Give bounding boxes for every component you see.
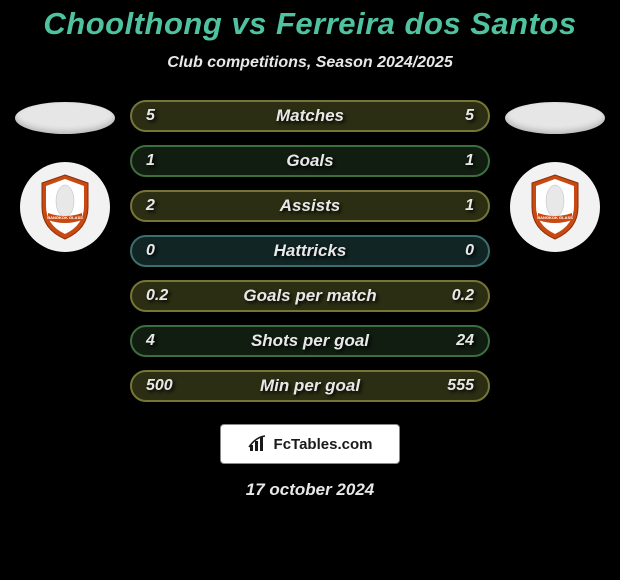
stat-right-value: 0.2 [430,287,474,305]
stat-label: Assists [280,196,340,216]
stat-row: 1 Goals 1 [130,145,490,177]
stat-left-value: 0 [146,242,190,260]
svg-text:BANGKOK GLASS: BANGKOK GLASS [47,215,83,220]
stat-left-value: 500 [146,377,190,395]
stat-row: 2 Assists 1 [130,190,490,222]
date-label: 17 october 2024 [246,480,375,500]
player-left-photo-placeholder [15,102,115,134]
stat-label: Hattricks [274,241,347,261]
stat-right-value: 0 [430,242,474,260]
svg-text:BANGKOK GLASS: BANGKOK GLASS [537,215,573,220]
stat-right-value: 1 [430,152,474,170]
stat-right-value: 555 [430,377,474,395]
stat-row: 4 Shots per goal 24 [130,325,490,357]
stat-left-value: 5 [146,107,190,125]
stat-right-value: 24 [430,332,474,350]
player-right-col: BANGKOK GLASS [500,94,610,252]
player-right-photo-placeholder [505,102,605,134]
page-subtitle: Club competitions, Season 2024/2025 [167,54,452,72]
stat-label: Min per goal [260,376,360,396]
player-right-club-badge: BANGKOK GLASS [510,162,600,252]
stat-row: 500 Min per goal 555 [130,370,490,402]
shield-icon: BANGKOK GLASS [526,173,584,241]
chart-icon [248,435,268,453]
stat-label: Goals per match [243,286,376,306]
stats-column: 5 Matches 5 1 Goals 1 2 Assists 1 0 Hattricks 0 0.2 G… [130,94,490,402]
stat-label: Shots per goal [251,331,369,351]
player-left-club-badge: BANGKOK GLASS [20,162,110,252]
stat-row: 0.2 Goals per match 0.2 [130,280,490,312]
stat-left-value: 4 [146,332,190,350]
source-logo-text: FcTables.com [274,436,373,453]
comparison-row: BANGKOK GLASS 5 Matches 5 1 Goals 1 2 Assists 1 0… [0,94,620,402]
stat-row: 5 Matches 5 [130,100,490,132]
shield-icon: BANGKOK GLASS [36,173,94,241]
stat-label: Matches [276,106,344,126]
stat-left-value: 2 [146,197,190,215]
page-title: Choolthong vs Ferreira dos Santos [43,6,576,42]
source-logo[interactable]: FcTables.com [220,424,400,464]
stat-right-value: 1 [430,197,474,215]
stat-left-value: 0.2 [146,287,190,305]
stat-row: 0 Hattricks 0 [130,235,490,267]
stat-label: Goals [286,151,333,171]
stat-right-value: 5 [430,107,474,125]
player-left-col: BANGKOK GLASS [10,94,120,252]
stat-left-value: 1 [146,152,190,170]
